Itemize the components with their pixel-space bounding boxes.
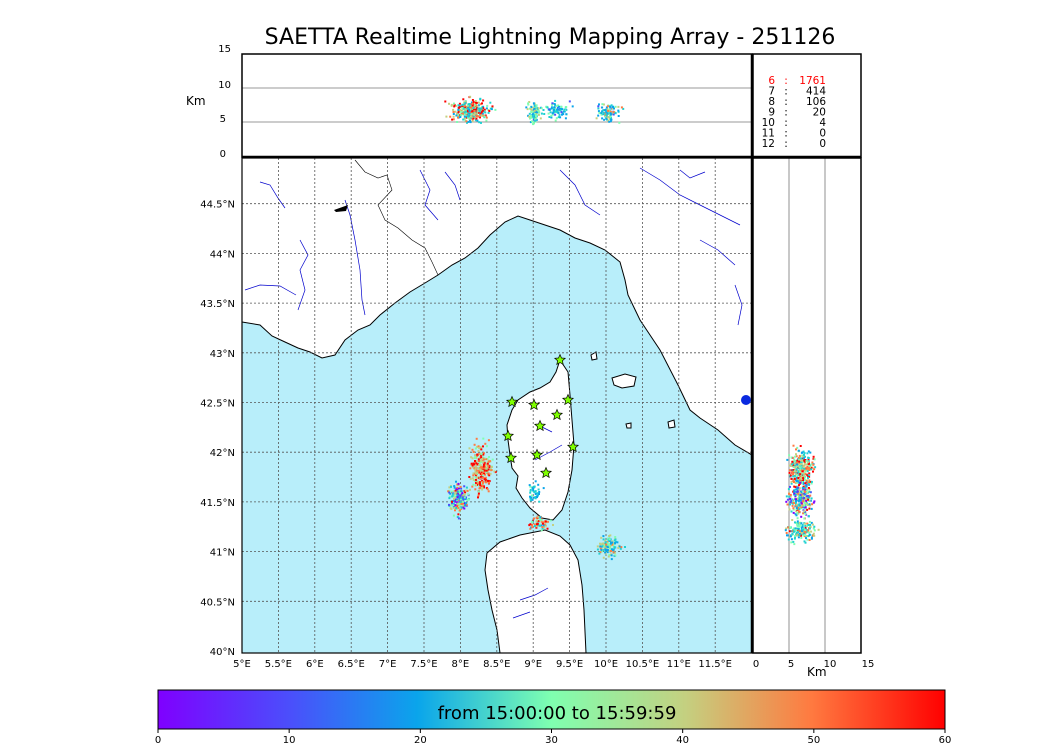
station-marker xyxy=(501,429,515,442)
lon-tick-label: 11.5°E xyxy=(698,659,732,670)
lon-tick-label: 9.5°E xyxy=(556,659,583,670)
colorbar-tick: 10 xyxy=(283,735,296,746)
national-border xyxy=(354,159,439,276)
lat-tick-label: 40°N xyxy=(210,647,235,658)
lat-tick-label: 43.5°N xyxy=(200,299,235,310)
colorbar-tick: 30 xyxy=(545,735,558,746)
station-count-value: 0 xyxy=(819,128,826,140)
station-markers xyxy=(501,353,580,479)
latitude-tick-labels: 44.5°N 44°N 43.5°N 43°N 42.5°N 42°N 41.5°N 41°N… xyxy=(200,200,235,658)
lightning-sources-map xyxy=(447,437,626,561)
station-count-stations: 6 xyxy=(768,75,775,87)
station-marker xyxy=(530,448,544,461)
montecristo-island xyxy=(625,422,632,429)
lightning-sources-top xyxy=(444,95,625,126)
colorbar-tick: 20 xyxy=(414,735,427,746)
station-marker xyxy=(533,419,547,432)
station-marker xyxy=(561,393,575,406)
map-panel xyxy=(241,157,753,654)
time-colorbar: from 15:00:00 to 15:59:59 0 10 20 30 40 50 60 xyxy=(155,689,952,746)
source-marker xyxy=(741,395,751,405)
lat-tick-label: 44°N xyxy=(210,249,235,260)
sardinia-island xyxy=(484,529,587,653)
rivers xyxy=(244,167,743,619)
station-count-value: 1761 xyxy=(799,75,826,87)
station-marker xyxy=(550,408,564,421)
station-marker xyxy=(527,398,541,411)
colorbar-tick: 0 xyxy=(155,735,161,746)
station-marker xyxy=(505,395,519,408)
colorbar-tick: 40 xyxy=(676,735,689,746)
station-count-stations: 7 xyxy=(768,86,775,98)
station-count-sep: : xyxy=(784,138,788,150)
station-count-value: 0 xyxy=(819,138,826,150)
lon-tick-label: 5.5°E xyxy=(265,659,292,670)
lon-tick-label: 8°E xyxy=(452,659,470,670)
top-ytick: 10 xyxy=(218,80,231,91)
colorbar-tick: 50 xyxy=(807,735,820,746)
station-marker xyxy=(553,353,567,366)
station-count-sep: : xyxy=(784,75,788,87)
station-marker xyxy=(504,451,518,464)
top-ytick: 0 xyxy=(220,149,226,160)
lat-tick-label: 43°N xyxy=(210,349,235,360)
page-title: SAETTA Realtime Lightning Mapping Array … xyxy=(264,25,836,50)
lon-tick-label: 6.5°E xyxy=(338,659,365,670)
altitude-lat-panel: 0 5 10 15 Km xyxy=(752,157,875,679)
lon-tick-label: 11°E xyxy=(667,659,691,670)
lightning-sources-side xyxy=(784,444,820,546)
longitude-tick-labels: 5°E 5.5°E 6°E 6.5°E 7°E 7.5°E 8°E 8.5°E 9°E 9.5°E… xyxy=(233,659,732,670)
side-xtick: 5 xyxy=(788,659,794,670)
station-count-value: 20 xyxy=(813,107,826,119)
lat-tick-label: 42°N xyxy=(210,448,235,459)
lon-tick-label: 7°E xyxy=(379,659,397,670)
colorbar-gradient xyxy=(157,689,946,730)
station-count-stations: 10 xyxy=(762,117,775,129)
top-panel-unit: Km xyxy=(186,94,206,108)
station-count-sep: : xyxy=(784,86,788,98)
colorbar-tick: 60 xyxy=(939,735,952,746)
top-ytick: 5 xyxy=(220,114,226,125)
side-xtick: 0 xyxy=(753,659,759,670)
station-marker xyxy=(566,440,580,453)
station-count-sep: : xyxy=(784,107,788,119)
lon-tick-label: 8.5°E xyxy=(483,659,510,670)
elba-island xyxy=(611,373,637,389)
graticule xyxy=(242,158,752,653)
station-count-stations: 8 xyxy=(768,96,775,108)
station-count-value: 4 xyxy=(819,117,826,129)
lat-tick-label: 41°N xyxy=(210,548,235,559)
colorbar-label: from 15:00:00 to 15:59:59 xyxy=(438,703,677,724)
station-count-sep: : xyxy=(784,117,788,129)
side-xtick: 15 xyxy=(862,659,875,670)
lon-tick-label: 9°E xyxy=(524,659,542,670)
station-marker xyxy=(539,466,553,479)
station-count-sep: : xyxy=(784,96,788,108)
side-xtick: 10 xyxy=(824,659,837,670)
lat-tick-label: 41.5°N xyxy=(200,498,235,509)
top-ytick: 15 xyxy=(218,44,231,55)
altitude-lon-panel: Km 15 10 5 0 xyxy=(186,44,753,160)
station-count-sep: : xyxy=(784,128,788,140)
lon-tick-label: 7.5°E xyxy=(410,659,437,670)
lon-tick-label: 6°E xyxy=(306,659,324,670)
side-panel-unit: Km xyxy=(807,665,827,679)
station-count-stations: 12 xyxy=(762,138,775,150)
mainland-coast xyxy=(242,158,752,456)
lon-tick-label: 5°E xyxy=(233,659,251,670)
station-count-value: 414 xyxy=(806,86,826,98)
lat-tick-label: 44.5°N xyxy=(200,200,235,211)
station-count-value: 106 xyxy=(806,96,826,108)
lon-tick-label: 10.5°E xyxy=(626,659,660,670)
lat-tick-label: 40.5°N xyxy=(200,597,235,608)
station-count-stations: 9 xyxy=(768,107,775,119)
lake xyxy=(334,205,348,212)
lat-tick-label: 42.5°N xyxy=(200,399,235,410)
lon-tick-label: 10°E xyxy=(594,659,618,670)
giglio-island xyxy=(667,419,676,429)
station-count-stations: 11 xyxy=(762,128,775,140)
